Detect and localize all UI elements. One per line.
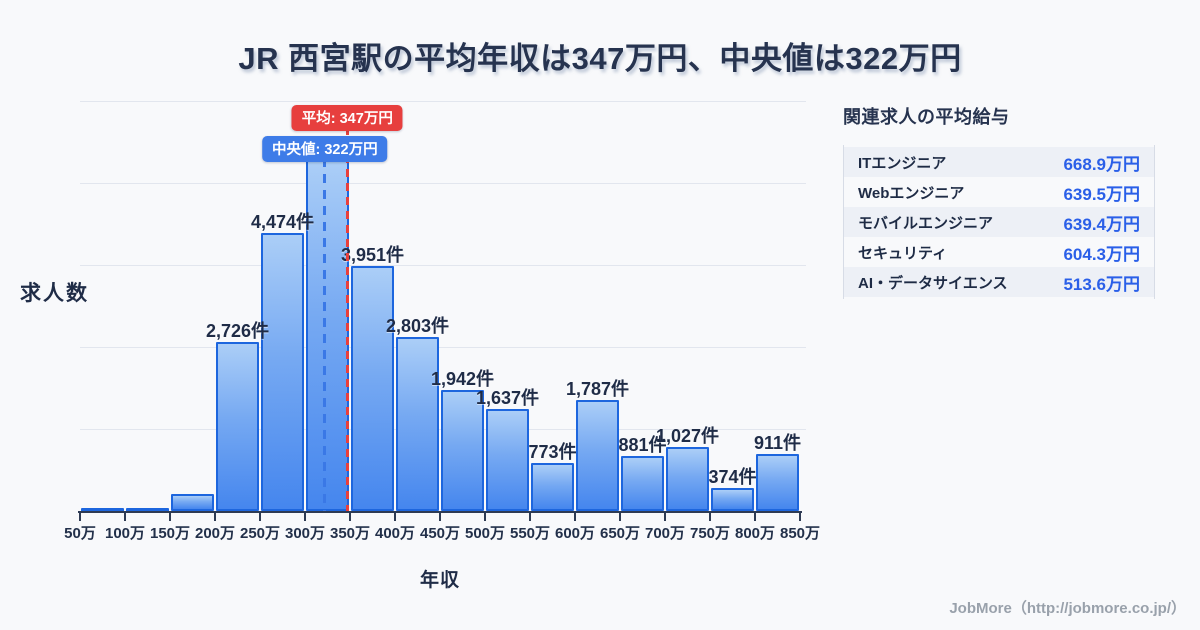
- x-axis-tick: [799, 512, 801, 521]
- related-job-value: 639.4万円: [1063, 214, 1140, 234]
- x-axis-tick-label: 850万: [779, 525, 821, 542]
- related-job-row: ITエンジニア 668.9万円: [844, 147, 1154, 177]
- x-axis-tick: [394, 512, 396, 521]
- x-axis-tick: [304, 512, 306, 521]
- x-axis-tick-label: 250万: [239, 525, 281, 542]
- x-axis-tick: [619, 512, 621, 521]
- median-line: [323, 158, 327, 511]
- x-axis-title: 年収: [419, 570, 461, 591]
- x-axis-tick-label: 400万: [374, 525, 416, 542]
- x-axis-tick-label: 500万: [464, 525, 506, 542]
- histogram-bar: [216, 341, 259, 511]
- x-axis-tick: [79, 512, 81, 521]
- bar-value-label: 1,787件: [565, 378, 630, 399]
- x-axis-tick: [349, 512, 351, 521]
- related-job-label: ITエンジニア: [858, 154, 947, 172]
- bar-value-label: 2,726件: [205, 320, 270, 341]
- x-axis-tick-label: 450万: [419, 525, 461, 542]
- related-job-label: Webエンジニア: [858, 184, 965, 202]
- x-axis-tick-label: 800万: [734, 525, 776, 542]
- x-axis-tick: [124, 512, 126, 521]
- bar-value-label: 2,803件: [385, 315, 450, 336]
- gridline: [80, 347, 806, 348]
- histogram-bar: [576, 399, 619, 511]
- histogram-bar: [666, 447, 709, 511]
- x-axis-tick: [529, 512, 531, 521]
- x-axis-tick: [709, 512, 711, 521]
- x-axis-tick: [484, 512, 486, 521]
- mean-badge: 平均: 347万円: [291, 105, 403, 131]
- x-axis-tick-label: 550万: [509, 525, 551, 542]
- x-axis-tick-label: 350万: [329, 525, 371, 542]
- x-axis-tick-label: 50万: [64, 525, 96, 542]
- x-axis-tick: [259, 512, 261, 521]
- bar-value-label: 881件: [618, 435, 667, 456]
- gridline: [80, 101, 806, 102]
- bar-value-label: 374件: [708, 466, 757, 487]
- histogram-bar: [396, 336, 439, 511]
- bar-value-label: 1,942件: [430, 369, 495, 390]
- x-axis-tick: [664, 512, 666, 521]
- related-job-row: セキュリティ 604.3万円: [844, 237, 1154, 267]
- x-axis-tick-label: 300万: [284, 525, 326, 542]
- x-axis-tick: [169, 512, 171, 521]
- histogram-bar: [441, 390, 484, 511]
- x-axis-tick-label: 100万: [104, 525, 146, 542]
- x-axis-tick: [754, 512, 756, 521]
- x-axis-tick: [439, 512, 441, 521]
- x-axis-tick: [214, 512, 216, 521]
- x-axis-tick-label: 600万: [554, 525, 596, 542]
- x-axis-tick-label: 700万: [644, 525, 686, 542]
- y-axis-title: 求人数: [20, 282, 89, 305]
- gridline: [80, 183, 806, 184]
- footer-credit: JobMore（http://jobmore.co.jp/）: [949, 600, 1186, 617]
- related-job-row: AI・データサイエンス 513.6万円: [844, 267, 1154, 297]
- histogram-bar: [486, 409, 529, 511]
- mean-line: [345, 127, 349, 511]
- histogram-bar: [756, 454, 799, 511]
- bar-value-label: 773件: [528, 441, 577, 462]
- x-axis-tick: [574, 512, 576, 521]
- gridline: [80, 265, 806, 266]
- related-job-value: 668.9万円: [1063, 154, 1140, 174]
- related-job-row: モバイルエンジニア 639.4万円: [844, 207, 1154, 237]
- x-axis-tick-label: 650万: [599, 525, 641, 542]
- related-job-label: セキュリティ: [858, 244, 948, 262]
- bar-value-label: 911件: [753, 433, 802, 454]
- histogram-bar: [126, 507, 169, 512]
- related-job-label: AI・データサイエンス: [858, 274, 1008, 292]
- related-jobs-title: 関連求人の平均給与: [843, 107, 1010, 127]
- histogram-bar: [711, 487, 754, 511]
- histogram-bar: [531, 462, 574, 511]
- bar-value-label: 3,951件: [340, 244, 405, 265]
- histogram-bar: [81, 507, 124, 512]
- median-badge: 中央値: 322万円: [262, 136, 388, 162]
- related-job-value: 639.5万円: [1063, 184, 1140, 204]
- x-axis-tick-label: 200万: [194, 525, 236, 542]
- bar-value-label: 4,474件: [250, 212, 315, 233]
- x-axis-tick-label: 750万: [689, 525, 731, 542]
- related-jobs-panel: 関連求人の平均給与 ITエンジニア 668.9万円 Webエンジニア 639.5万円モ…: [843, 103, 1155, 299]
- related-job-row: Webエンジニア 639.5万円: [844, 177, 1154, 207]
- histogram-bar: [621, 456, 664, 511]
- bar-value-label: 1,637件: [475, 388, 540, 409]
- related-jobs-list: ITエンジニア 668.9万円 Webエンジニア 639.5万円モバイルエンジニア 63…: [843, 145, 1155, 299]
- histogram-bar: [171, 493, 214, 511]
- page-title: JR 西宮駅の平均年収は347万円、中央値は322万円: [238, 41, 962, 76]
- x-axis-tick-label: 150万: [149, 525, 191, 542]
- bar-value-label: 1,027件: [655, 426, 720, 447]
- histogram-bar: [351, 265, 394, 511]
- related-job-value: 604.3万円: [1063, 244, 1140, 264]
- related-job-label: モバイルエンジニア: [858, 214, 994, 232]
- related-job-value: 513.6万円: [1063, 274, 1140, 294]
- histogram-bar: [261, 233, 304, 511]
- histogram-bar: [306, 160, 349, 511]
